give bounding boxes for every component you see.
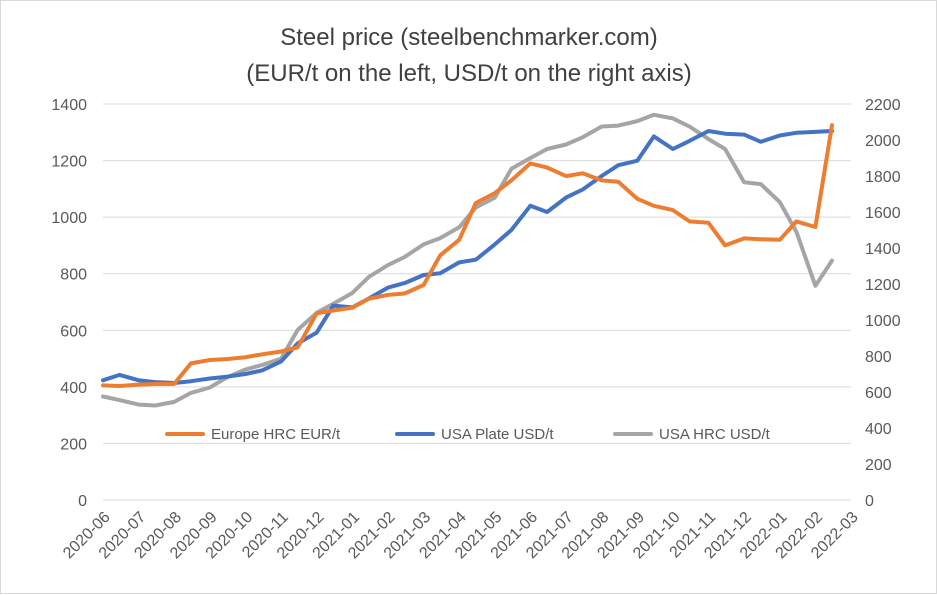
legend-label: Europe HRC EUR/t — [211, 426, 341, 443]
left-tick-label: 200 — [60, 436, 87, 453]
left-tick-label: 1400 — [51, 97, 87, 114]
x-axis-ticks: 2020-062020-072020-082020-092020-102020-… — [60, 509, 862, 563]
left-tick-label: 1000 — [51, 210, 87, 227]
left-tick-label: 400 — [60, 380, 87, 397]
legend-label: USA Plate USD/t — [441, 426, 554, 443]
chart-title: Steel price (steelbenchmarker.com) — [280, 24, 657, 51]
legend: Europe HRC EUR/t USA Plate USD/t USA HRC U… — [165, 426, 771, 443]
left-tick-label: 0 — [78, 493, 87, 510]
gridlines — [103, 103, 851, 444]
left-tick-label: 800 — [60, 267, 87, 284]
series-line-usa-plate-usd-t — [101, 129, 834, 385]
right-tick-label: 1000 — [865, 313, 901, 330]
chart-subtitle: (EUR/t on the left, USD/t on the right a… — [246, 60, 692, 87]
series-lines — [101, 112, 834, 408]
right-tick-label: 2200 — [865, 97, 901, 114]
legend-label: USA HRC USD/t — [659, 426, 771, 443]
left-tick-label: 600 — [60, 323, 87, 340]
left-tick-label: 1200 — [51, 154, 87, 171]
right-tick-label: 400 — [865, 421, 892, 438]
right-tick-label: 1200 — [865, 277, 901, 294]
right-tick-label: 800 — [865, 349, 892, 366]
right-tick-label: 2000 — [865, 133, 901, 150]
left-axis-ticks: 0 200 400 600 800 1000 1200 1400 — [51, 97, 87, 510]
right-tick-label: 0 — [865, 493, 874, 510]
right-tick-label: 1400 — [865, 241, 901, 258]
right-axis-ticks: 0 200 400 600 800 1000 1200 1400 1600 1800 2000 220… — [865, 97, 901, 510]
right-tick-label: 1600 — [865, 205, 901, 222]
series-line-europe-hrc-eur-t — [101, 123, 834, 388]
right-tick-label: 600 — [865, 385, 892, 402]
right-tick-label: 1800 — [865, 169, 901, 186]
right-tick-label: 200 — [865, 457, 892, 474]
